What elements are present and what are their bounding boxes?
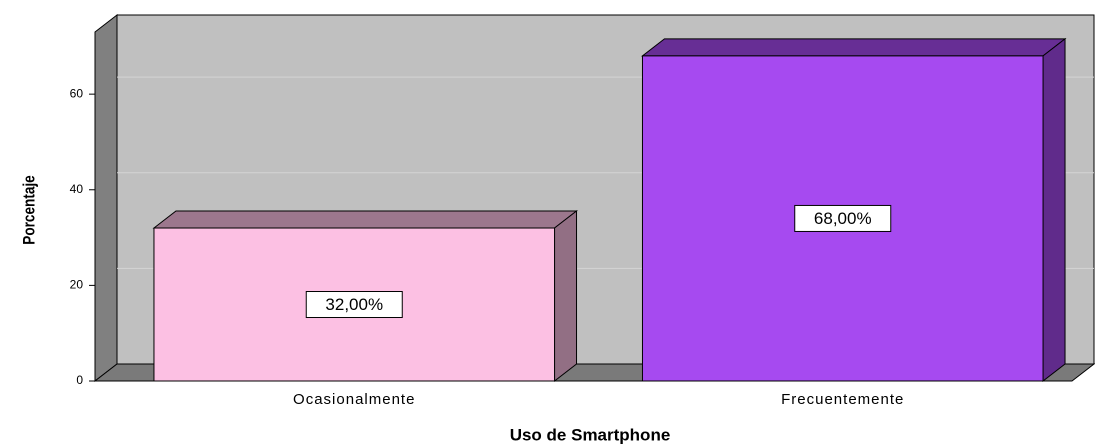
y-tick-label: 0	[76, 373, 83, 387]
y-tick-label: 60	[70, 86, 84, 100]
bar-side	[554, 209, 578, 383]
value-label-box	[305, 291, 403, 319]
y-axis-title: Porcentaje	[20, 175, 39, 245]
y-tick-label: 20	[70, 278, 84, 292]
x-tick-label: Ocasionalmente	[293, 391, 415, 408]
value-label: 68,00%	[814, 209, 872, 228]
left-wall	[94, 13, 118, 383]
value-label-box	[794, 204, 892, 232]
x-axis-title: Uso de Smartphone	[510, 425, 671, 444]
y-tick-label: 40	[70, 182, 84, 196]
value-label: 32,00%	[325, 295, 383, 314]
x-tick-label: Frecuentemente	[781, 391, 904, 408]
bar-side	[1042, 37, 1066, 383]
bar-top	[152, 210, 578, 229]
bar-top	[641, 38, 1067, 57]
